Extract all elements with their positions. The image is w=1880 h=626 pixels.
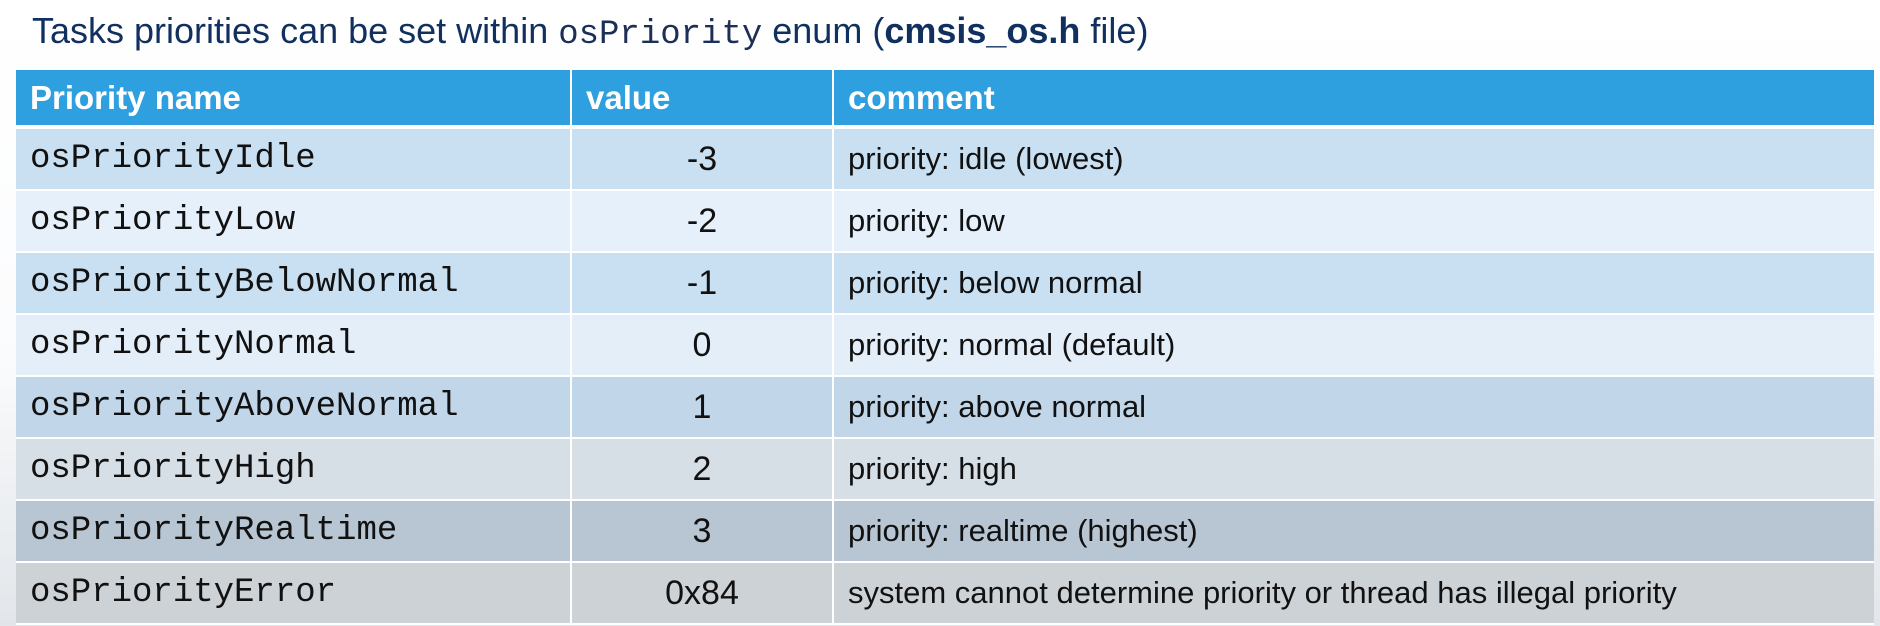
header-comment: comment (833, 70, 1874, 129)
priority-value-cell: 3 (571, 500, 834, 563)
priority-table: Priority name value comment osPriorityId… (16, 70, 1874, 625)
priority-value-cell: 2 (571, 438, 834, 501)
priority-comment-cell: priority: high (833, 438, 1874, 501)
heading-file-name: cmsis_os.h (884, 10, 1081, 51)
priority-name-cell: osPriorityAboveNormal (16, 376, 572, 439)
priority-value-cell: -1 (571, 252, 834, 315)
priority-name-cell: osPriorityIdle (16, 127, 572, 191)
priority-comment-cell: priority: below normal (833, 252, 1874, 315)
priority-value-cell: -2 (571, 190, 834, 253)
table-header-row: Priority name value comment (16, 70, 1874, 129)
priority-comment-cell: system cannot determine priority or thre… (833, 562, 1874, 625)
table-row: osPriorityIdle -3 priority: idle (lowest… (16, 127, 1874, 191)
priority-name-cell: osPriorityError (16, 562, 572, 625)
header-priority-name: Priority name (16, 70, 572, 129)
priority-comment-cell: priority: low (833, 190, 1874, 253)
priority-comment-cell: priority: above normal (833, 376, 1874, 439)
slide-heading: Tasks priorities can be set within osPri… (32, 6, 1148, 56)
priority-name-cell: osPriorityBelowNormal (16, 252, 572, 315)
table-row: osPriorityHigh 2 priority: high (16, 438, 1874, 501)
table-row: osPriorityBelowNormal -1 priority: below… (16, 252, 1874, 315)
priority-value-cell: 0 (571, 314, 834, 377)
priority-comment-cell: priority: realtime (highest) (833, 500, 1874, 563)
heading-code-ospriority: osPriority (558, 16, 763, 54)
priority-value-cell: 0x84 (571, 562, 834, 625)
priority-value-cell: -3 (571, 127, 834, 191)
table-row: osPriorityRealtime 3 priority: realtime … (16, 500, 1874, 563)
priority-name-cell: osPriorityNormal (16, 314, 572, 377)
priority-name-cell: osPriorityRealtime (16, 500, 572, 563)
table-row: osPriorityLow -2 priority: low (16, 190, 1874, 253)
heading-text-3: file) (1080, 10, 1149, 51)
table-row: osPriorityNormal 0 priority: normal (def… (16, 314, 1874, 377)
table-row: osPriorityAboveNormal 1 priority: above … (16, 376, 1874, 439)
table-row: osPriorityError 0x84 system cannot deter… (16, 562, 1874, 625)
priority-name-cell: osPriorityLow (16, 190, 572, 253)
priority-comment-cell: priority: idle (lowest) (833, 127, 1874, 191)
priority-name-cell: osPriorityHigh (16, 438, 572, 501)
priority-value-cell: 1 (571, 376, 834, 439)
heading-text-1: Tasks priorities can be set within (32, 10, 559, 51)
header-value: value (571, 70, 834, 129)
heading-text-2: enum ( (762, 10, 885, 51)
priority-comment-cell: priority: normal (default) (833, 314, 1874, 377)
